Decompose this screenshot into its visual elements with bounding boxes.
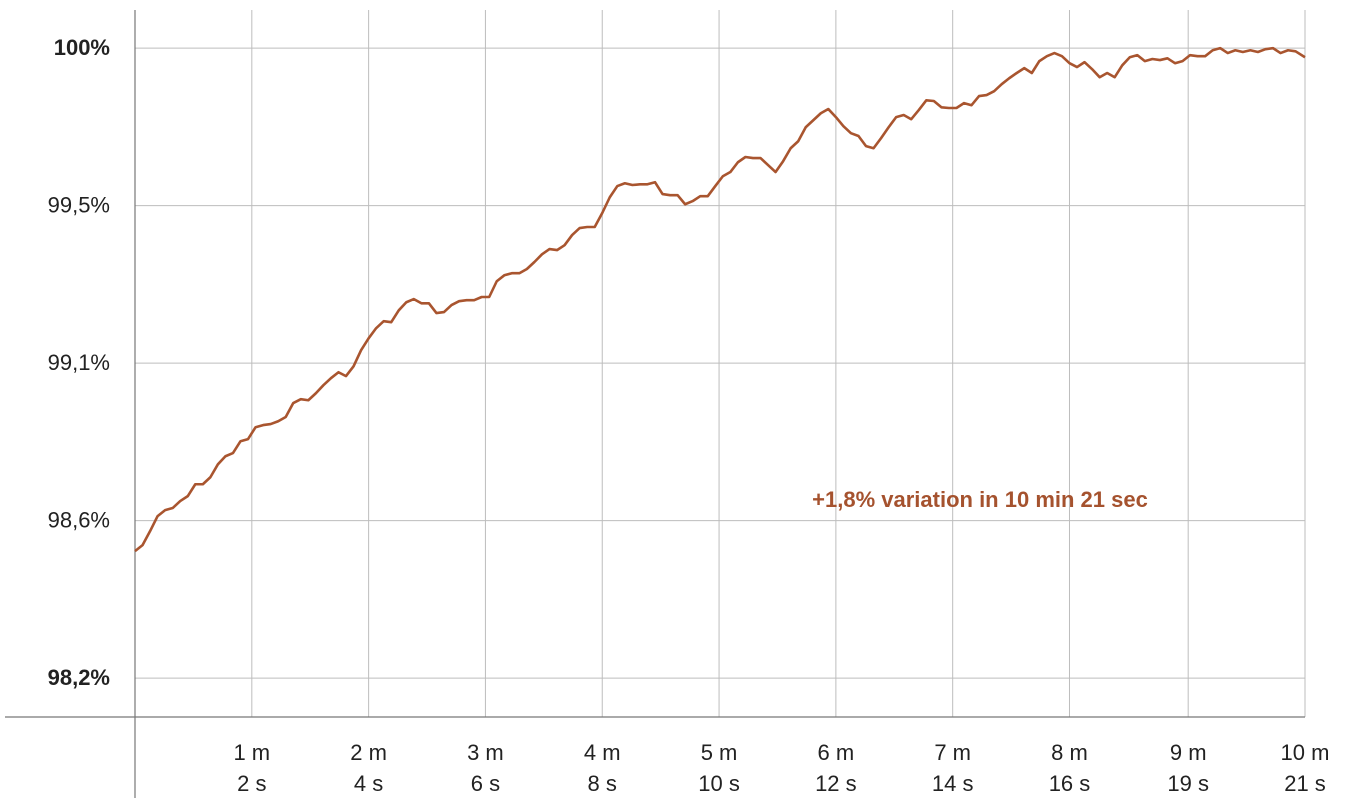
y-tick-label: 98,2% bbox=[48, 665, 110, 690]
y-tick-label: 98,6% bbox=[48, 507, 110, 532]
y-tick-label: 100% bbox=[54, 35, 110, 60]
data-line bbox=[134, 46, 1306, 553]
x-tick-label: 6 m 12 s bbox=[815, 740, 857, 796]
x-tick-label: 10 m 21 s bbox=[1280, 740, 1330, 796]
x-tick-label: 2 m 4 s bbox=[350, 740, 387, 796]
x-tick-label: 1 m 2 s bbox=[233, 740, 271, 796]
x-tick-label: 5 m 10 s bbox=[698, 740, 740, 796]
x-tick-label: 7 m 14 s bbox=[931, 740, 974, 796]
x-tick-label: 4 m 8 s bbox=[583, 740, 621, 796]
y-tick-label: 99,1% bbox=[48, 350, 110, 375]
x-tick-label: 9 m 19 s bbox=[1167, 740, 1209, 796]
x-tick-label: 8 m 16 s bbox=[1048, 740, 1091, 796]
x-tick-label: 3 m 6 s bbox=[467, 740, 504, 796]
y-tick-label: 99,5% bbox=[48, 192, 110, 217]
annotation: +1,8% variation in 10 min 21 sec bbox=[812, 487, 1148, 512]
